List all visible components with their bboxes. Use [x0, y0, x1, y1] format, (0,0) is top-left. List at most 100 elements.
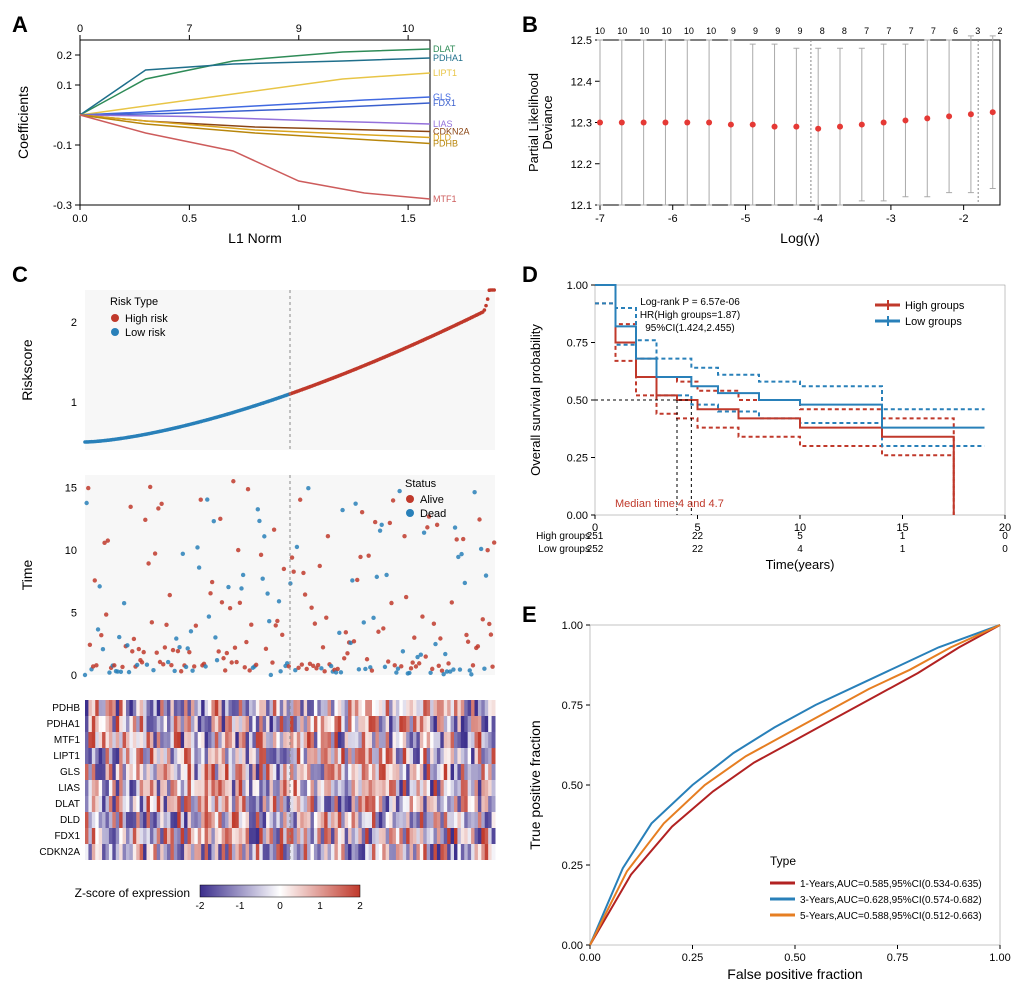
svg-text:True positive fraction: True positive fraction — [527, 720, 543, 849]
svg-text:0.50: 0.50 — [567, 395, 588, 407]
svg-text:10: 10 — [402, 23, 414, 35]
svg-text:GLS: GLS — [60, 767, 80, 778]
svg-text:12.3: 12.3 — [571, 118, 592, 130]
svg-text:PDHA1: PDHA1 — [47, 719, 81, 730]
panel-e: E 0.000.000.250.250.500.500.750.751.001.… — [520, 600, 1020, 980]
svg-text:0.50: 0.50 — [562, 780, 583, 792]
km-survival-chart: 051015200.000.250.500.751.00Log-rank P =… — [520, 260, 1020, 590]
panel-c-label: C — [12, 262, 28, 288]
svg-text:12.2: 12.2 — [571, 159, 592, 171]
svg-text:1.5: 1.5 — [400, 213, 415, 225]
svg-text:0.00: 0.00 — [579, 952, 600, 964]
svg-text:-0.1: -0.1 — [53, 140, 72, 152]
svg-text:1.00: 1.00 — [562, 620, 583, 632]
svg-text:9: 9 — [775, 26, 780, 36]
svg-text:High risk: High risk — [125, 313, 168, 325]
svg-text:1.00: 1.00 — [989, 952, 1010, 964]
svg-text:0: 0 — [71, 670, 77, 682]
svg-text:6: 6 — [953, 26, 958, 36]
svg-text:0.25: 0.25 — [562, 860, 583, 872]
svg-text:PDHB: PDHB — [433, 139, 458, 149]
roc-chart: 0.000.000.250.250.500.500.750.751.001.00… — [520, 600, 1020, 980]
svg-text:-2: -2 — [196, 901, 205, 912]
svg-text:Riskscore: Riskscore — [19, 339, 35, 401]
svg-text:7: 7 — [931, 26, 936, 36]
svg-text:0: 0 — [277, 901, 283, 912]
svg-text:12.5: 12.5 — [571, 35, 592, 47]
svg-text:-4: -4 — [813, 213, 823, 225]
svg-text:CDKN2A: CDKN2A — [39, 847, 80, 858]
cv-deviance-chart: -7-6-5-4-3-212.112.212.312.412.510101010… — [520, 10, 1020, 250]
svg-text:10: 10 — [65, 545, 77, 557]
svg-text:12.4: 12.4 — [571, 76, 592, 88]
svg-text:5: 5 — [71, 608, 77, 620]
svg-text:Median time:4 and 4.7: Median time:4 and 4.7 — [615, 498, 724, 510]
svg-text:0: 0 — [1002, 531, 1008, 542]
svg-text:2: 2 — [71, 317, 77, 329]
svg-text:Partial Likelihood: Partial Likelihood — [526, 73, 541, 172]
panel-c: C 1 2 Riskscore Risk Type High risk Low risk 0… — [10, 260, 510, 980]
figure-grid: A 0.00.51.01.5-0.3-0.10.10.207910DLATPDH… — [10, 10, 1010, 980]
svg-text:Deviance: Deviance — [540, 95, 555, 149]
svg-text:0.25: 0.25 — [567, 453, 588, 465]
svg-text:Status: Status — [405, 478, 437, 490]
risk-triple-chart: 1 2 Riskscore Risk Type High risk Low risk 0 5 1… — [10, 260, 510, 980]
svg-text:10: 10 — [684, 26, 694, 36]
svg-text:1: 1 — [900, 531, 906, 542]
svg-text:0.0: 0.0 — [72, 213, 87, 225]
svg-text:Low groups: Low groups — [538, 544, 590, 555]
svg-text:Alive: Alive — [420, 494, 444, 506]
svg-text:1: 1 — [900, 544, 906, 555]
svg-text:4: 4 — [797, 544, 803, 555]
svg-text:L1 Norm: L1 Norm — [228, 230, 282, 246]
svg-text:Time(years): Time(years) — [766, 557, 835, 572]
svg-text:10: 10 — [706, 26, 716, 36]
svg-text:0: 0 — [1002, 544, 1008, 555]
svg-text:0.50: 0.50 — [784, 952, 805, 964]
panel-b: B -7-6-5-4-3-212.112.212.312.412.5101010… — [520, 10, 1020, 250]
svg-text:Low risk: Low risk — [125, 327, 166, 339]
svg-text:10: 10 — [595, 26, 605, 36]
lasso-coef-chart: 0.00.51.01.5-0.3-0.10.10.207910DLATPDHA1… — [10, 10, 510, 250]
svg-text:22: 22 — [692, 531, 704, 542]
svg-text:MTF1: MTF1 — [433, 194, 457, 204]
svg-text:7: 7 — [864, 26, 869, 36]
svg-text:1-Years,AUC=0.585,95%CI(0.534-: 1-Years,AUC=0.585,95%CI(0.534-0.635) — [800, 879, 982, 890]
svg-text:PDHB: PDHB — [52, 703, 80, 714]
svg-text:MTF1: MTF1 — [54, 735, 81, 746]
svg-text:12.1: 12.1 — [571, 200, 592, 212]
svg-text:0.00: 0.00 — [562, 940, 583, 952]
svg-text:9: 9 — [797, 26, 802, 36]
svg-text:2: 2 — [357, 901, 363, 912]
svg-text:5-Years,AUC=0.588,95%CI(0.512-: 5-Years,AUC=0.588,95%CI(0.512-0.663) — [800, 911, 982, 922]
svg-text:Z-score of expression: Z-score of expression — [75, 886, 190, 900]
svg-text:0.1: 0.1 — [57, 80, 72, 92]
svg-text:FDX1: FDX1 — [54, 831, 80, 842]
svg-text:7: 7 — [186, 23, 192, 35]
svg-text:22: 22 — [692, 544, 704, 555]
svg-text:-2: -2 — [959, 213, 969, 225]
svg-text:Coefficients: Coefficients — [15, 86, 31, 159]
panel-b-label: B — [522, 12, 538, 38]
svg-text:3: 3 — [975, 26, 980, 36]
svg-text:10: 10 — [617, 26, 627, 36]
svg-text:10: 10 — [662, 26, 672, 36]
svg-text:0.75: 0.75 — [562, 700, 583, 712]
panel-a: A 0.00.51.01.5-0.3-0.10.10.207910DLATPDH… — [10, 10, 510, 250]
svg-text:15: 15 — [65, 483, 77, 495]
svg-text:Overall survival probability: Overall survival probability — [528, 324, 543, 476]
svg-text:FDX1: FDX1 — [433, 98, 456, 108]
panel-a-label: A — [12, 12, 28, 38]
svg-text:1: 1 — [71, 397, 77, 409]
svg-text:0.75: 0.75 — [887, 952, 908, 964]
svg-text:1.0: 1.0 — [291, 213, 306, 225]
svg-text:-5: -5 — [741, 213, 751, 225]
svg-text:0.75: 0.75 — [567, 338, 588, 350]
svg-text:Dead: Dead — [420, 508, 446, 520]
svg-text:Log-rank P = 6.57e-06: Log-rank P = 6.57e-06 — [640, 297, 740, 308]
svg-text:0.00: 0.00 — [567, 510, 588, 522]
svg-text:7: 7 — [909, 26, 914, 36]
panel-d: D 051015200.000.250.500.751.00Log-rank P… — [520, 260, 1020, 590]
svg-text:Risk Type: Risk Type — [110, 296, 158, 308]
svg-text:1.00: 1.00 — [567, 280, 588, 292]
